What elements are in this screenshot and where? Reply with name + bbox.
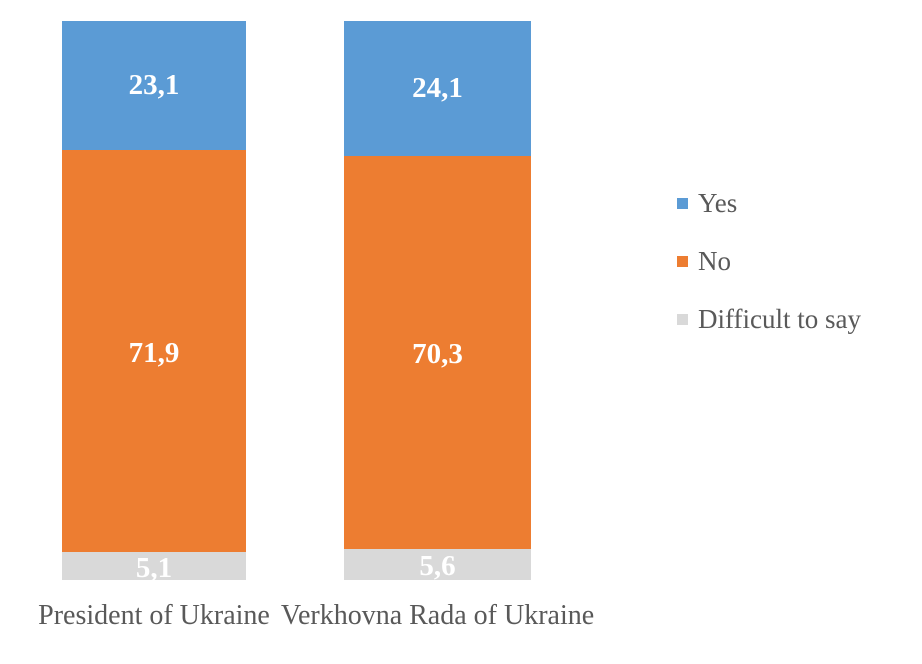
legend-label: Yes (698, 187, 738, 218)
stacked-bar-president-of-ukraine: 23,1 71,9 5,1 (62, 20, 246, 584)
bar-segment-difficult-to-say[interactable]: 5,6 (344, 548, 531, 583)
bar-segment-no[interactable]: 71,9 (62, 149, 246, 552)
bar-segment-yes[interactable]: 23,1 (62, 20, 246, 150)
legend-swatch-no (677, 255, 688, 267)
legend-label: Difficult to say (698, 303, 861, 334)
value-label: 71,9 (128, 336, 180, 369)
legend-item-yes[interactable]: Yes (677, 187, 861, 219)
bar-segment-no[interactable]: 70,3 (344, 155, 531, 549)
value-label: 70,3 (412, 338, 463, 371)
value-label: 5,6 (419, 550, 456, 583)
value-label: 5,1 (135, 551, 173, 584)
legend-label: No (698, 245, 731, 276)
legend: Yes No Difficult to say (677, 187, 861, 361)
bar-segment-yes[interactable]: 24,1 (344, 21, 531, 156)
legend-swatch-yes (677, 197, 688, 209)
category-label-president-of-ukraine: President of Ukraine (38, 600, 270, 631)
legend-item-difficult-to-say[interactable]: Difficult to say (677, 303, 861, 335)
category-label-verkhovna-rada-of-ukraine: Verkhovna Rada of Ukraine (280, 600, 595, 631)
bar-segment-difficult-to-say[interactable]: 5,1 (62, 551, 246, 584)
value-label: 24,1 (412, 71, 463, 104)
value-label: 23,1 (128, 68, 180, 101)
legend-item-no[interactable]: No (677, 245, 861, 277)
legend-swatch-difficult-to-say (677, 313, 688, 325)
stacked-bar-verkhovna-rada-of-ukraine: 24,1 70,3 5,6 (344, 21, 531, 583)
